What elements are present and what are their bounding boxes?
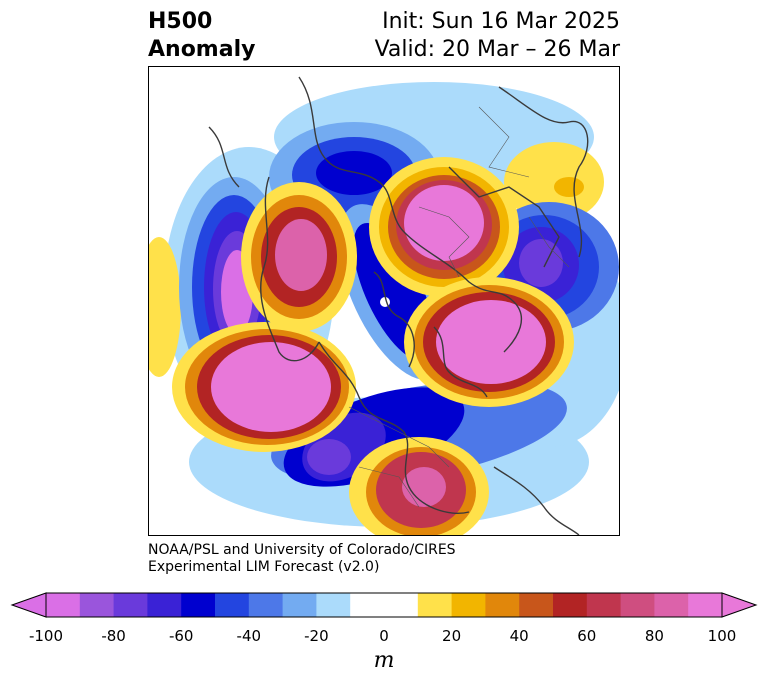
colorbar-segment (282, 593, 317, 617)
colorbar-tick-label: 100 (707, 627, 737, 645)
light-positive-zones (149, 142, 604, 377)
colorbar-segment (485, 593, 520, 617)
anomaly-map (148, 66, 620, 536)
colorbar-segment (113, 593, 148, 617)
credit-line-2: Experimental LIM Forecast (v2.0) (148, 559, 380, 575)
colorbar (10, 592, 758, 618)
colorbar-segment (586, 593, 622, 617)
forecast-dates: Init: Sun 16 Mar 2025 Valid: 20 Mar – 26… (375, 8, 620, 64)
colorbar-segment (417, 593, 453, 617)
colorbar-max-arrow (721, 592, 758, 618)
colorbar-segment (147, 593, 182, 617)
colorbar-units: m (373, 648, 395, 673)
colorbar-segment (46, 593, 81, 617)
colorbar-tick-label: 0 (379, 627, 389, 645)
colorbar-tick-label: 40 (509, 627, 529, 645)
positive-anomaly-kamchatka (241, 182, 357, 332)
positive-anomaly-siberia (369, 157, 519, 297)
colorbar-segment (654, 593, 689, 617)
colorbar-tick-label: 20 (442, 627, 462, 645)
colorbar-tick-label: 80 (644, 627, 664, 645)
colorbar-tick-label: -100 (28, 627, 64, 645)
colorbar-segment (451, 593, 486, 617)
colorbar-segment (215, 593, 250, 617)
coastlines (208, 76, 589, 535)
positive-anomaly-gulf-of-alaska (172, 322, 356, 452)
credit-text: NOAA/PSL and University of Colorado/CIRE… (148, 542, 456, 576)
init-date: Init: Sun 16 Mar 2025 (382, 9, 620, 34)
colorbar-segment (688, 593, 723, 617)
colorbar-tick-label: -60 (168, 627, 194, 645)
valid-dates: Valid: 20 Mar – 26 Mar (374, 37, 620, 62)
colorbar-segment (620, 593, 655, 617)
colorbar-segment (79, 593, 115, 617)
map-title: H500 Anomaly (148, 8, 255, 64)
colorbar-tick-label: -80 (101, 627, 126, 645)
colorbar-segment (181, 593, 216, 617)
colorbar-tick-label: -20 (304, 627, 329, 645)
colorbar-segment (316, 593, 351, 617)
borders (348, 106, 570, 508)
title-line-1: H500 (148, 9, 213, 34)
colorbar-segment (519, 593, 554, 617)
colorbar-min-arrow (10, 592, 47, 618)
title-line-2: Anomaly (148, 37, 256, 62)
colorbar-segment (553, 593, 588, 617)
colorbar-segment (350, 593, 385, 617)
colorbar-tick-label: -40 (236, 627, 262, 645)
colorbar-segment (384, 593, 419, 617)
credit-line-1: NOAA/PSL and University of Colorado/CIRE… (148, 542, 456, 558)
colorbar-tick-label: 60 (577, 627, 597, 645)
positive-anomaly-europe (404, 277, 574, 407)
colorbar-segment (248, 593, 284, 617)
